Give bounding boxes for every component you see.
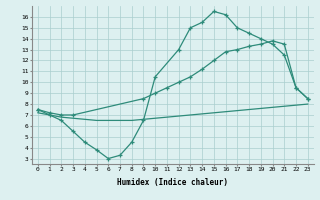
X-axis label: Humidex (Indice chaleur): Humidex (Indice chaleur) xyxy=(117,178,228,187)
